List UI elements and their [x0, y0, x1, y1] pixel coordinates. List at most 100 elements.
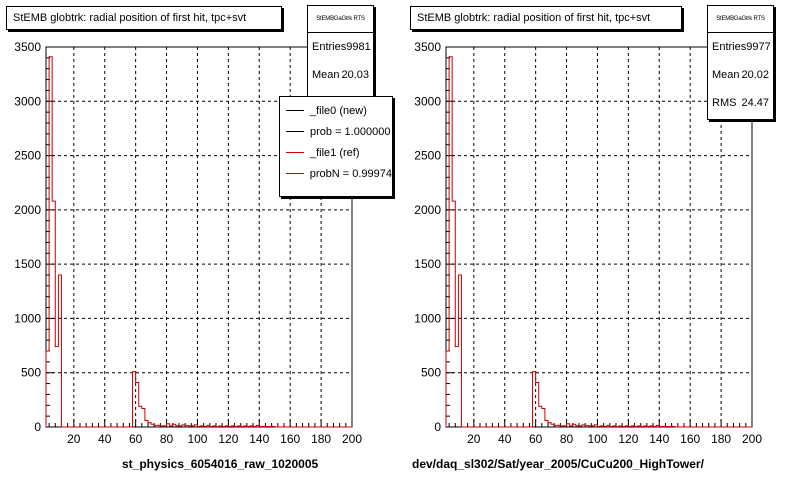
histogram-bin — [191, 426, 194, 427]
histogram-series-0 — [45, 56, 352, 428]
right-x-axis-title: dev/daq_sl302/Sat/year_2005/CuCu200_High… — [412, 457, 704, 471]
histogram-bin — [133, 372, 136, 427]
left-stats-box: StEMBGaGtrk RTS Entries 9981 Mean 20.03 — [307, 5, 374, 97]
right-stats-rms-label: RMS — [712, 97, 737, 109]
histogram-bin — [579, 426, 582, 427]
histogram-bin — [659, 426, 662, 427]
legend-entry-probn: probN = 0.99974 — [280, 163, 392, 184]
y-tick-label: 3500 — [14, 40, 41, 54]
histogram-bin — [173, 424, 176, 427]
chart-1-plot: 20 40 60 80 100 120 140 160 180 20005001000150020… — [414, 40, 762, 446]
x-tick-label: 40 — [498, 432, 512, 446]
left-stats-header: StEMBGaGtrk RTS — [308, 6, 373, 33]
right-stats-rms-value: 24.47 — [741, 97, 769, 109]
y-tick-label: 3000 — [14, 94, 41, 108]
y-tick-label: 0 — [34, 420, 41, 434]
histogram-bin — [545, 420, 548, 427]
right-stats-entries: Entries 9977 — [708, 33, 773, 61]
y-tick-label: 2500 — [414, 149, 441, 163]
legend-entry-ref: _file1 (ref) — [280, 142, 392, 163]
histogram-bin — [672, 426, 675, 427]
histogram-bin — [228, 426, 231, 427]
histogram-bin — [157, 425, 160, 427]
right-stats-mean-value: 20.02 — [741, 69, 769, 81]
left-stats-entries: Entries 9981 — [308, 33, 373, 61]
x-tick-label: 20 — [67, 432, 81, 446]
histogram-bin — [250, 426, 253, 427]
y-tick-label: 1000 — [14, 311, 41, 325]
histogram-bin — [449, 57, 452, 427]
x-tick-label: 100 — [587, 432, 607, 446]
x-tick-label: 140 — [249, 432, 269, 446]
x-tick-label: 80 — [560, 432, 574, 446]
x-tick-label: 140 — [649, 432, 669, 446]
histogram-bin — [662, 426, 665, 427]
histogram-bin — [644, 426, 647, 427]
histogram-bin — [136, 382, 139, 427]
x-tick-label: 60 — [129, 432, 143, 446]
histogram-bin — [570, 426, 573, 427]
histogram-bin — [213, 426, 216, 427]
histogram-bin — [638, 426, 641, 427]
histogram-bin — [567, 424, 570, 427]
right-stats-mean-label: Mean — [712, 69, 740, 81]
histogram-bin — [185, 425, 188, 427]
y-tick-label: 500 — [421, 366, 441, 380]
histogram-bin — [46, 351, 49, 427]
right-stats-box: StEMBGaGtrk RTS Entries 9977 Mean 20.02 … — [707, 5, 774, 120]
histogram-bin — [585, 425, 588, 427]
left-stats-mean-label: Mean — [312, 69, 340, 81]
histogram-bin — [551, 424, 554, 427]
y-tick-label: 1500 — [414, 257, 441, 271]
histogram-bin — [145, 420, 148, 427]
histogram-bin — [269, 426, 272, 427]
histogram-bin — [241, 426, 244, 427]
histogram-bin — [201, 426, 204, 427]
histogram-bin — [641, 426, 644, 427]
left-legend: _file0 (new) prob = 1.000000 _file1 (ref… — [279, 96, 393, 197]
histogram-bin — [604, 426, 607, 427]
left-stats-entries-label: Entries — [312, 41, 347, 53]
histogram-bin — [557, 425, 560, 427]
histogram-bin — [631, 426, 634, 427]
left-stats-mean: Mean 20.03 — [308, 61, 373, 89]
histogram-bin — [253, 426, 256, 427]
histogram-bin — [222, 426, 225, 427]
histogram-bin — [235, 426, 238, 427]
y-tick-label: 2000 — [14, 203, 41, 217]
histogram-bin — [576, 426, 579, 427]
y-tick-label: 1500 — [14, 257, 41, 271]
legend-label-ref: _file1 (ref) — [310, 146, 360, 159]
histogram-bin — [622, 426, 625, 427]
histogram-bin — [58, 275, 61, 427]
legend-label-new: _file0 (new) — [310, 104, 367, 117]
x-tick-label: 200 — [342, 432, 362, 446]
histogram-bin — [591, 426, 594, 427]
left-chart-panel: 20 40 60 80 100 120 140 160 180 200 0 500 1000 1500 20… — [6, 5, 393, 471]
x-tick-label: 60 — [529, 432, 543, 446]
histogram-bin — [647, 426, 650, 427]
x-tick-label: 160 — [280, 432, 300, 446]
right-chart-title: StEMB globtrk: radial position of first … — [410, 6, 682, 30]
histogram-bin — [265, 426, 268, 427]
histogram-bin — [560, 426, 563, 427]
histogram-bin — [607, 425, 610, 427]
histogram-bin — [536, 382, 539, 427]
histogram-bin — [167, 424, 170, 427]
histogram-bin — [247, 426, 250, 427]
histogram-bin — [52, 201, 55, 427]
histogram-bin — [616, 426, 619, 427]
y-tick-label: 3000 — [414, 94, 441, 108]
histogram-bin — [231, 426, 234, 427]
histogram-bin — [188, 426, 191, 427]
histogram-bin — [613, 426, 616, 427]
histogram-bin — [204, 426, 207, 427]
histogram-bin — [597, 426, 600, 427]
histogram-bin — [219, 426, 222, 427]
x-tick-label: 160 — [680, 432, 700, 446]
histogram-bin — [170, 426, 173, 427]
histogram-bin — [216, 426, 219, 427]
x-tick-label: 20 — [467, 432, 481, 446]
histogram-bin — [588, 426, 591, 427]
y-tick-label: 2500 — [14, 149, 41, 163]
